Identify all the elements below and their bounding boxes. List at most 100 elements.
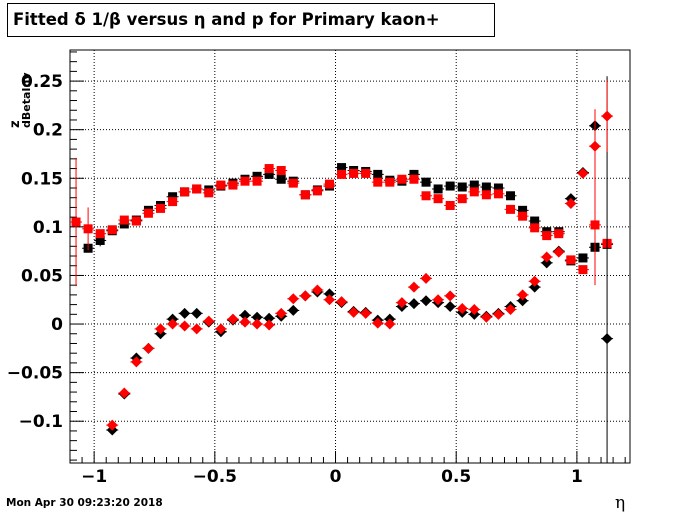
data-point-square — [445, 200, 455, 210]
series-1 — [70, 157, 614, 287]
data-point-diamond — [444, 301, 456, 313]
data-point-square — [107, 225, 117, 235]
data-point-diamond — [408, 281, 420, 293]
data-point-square — [433, 194, 443, 204]
data-point-diamond — [227, 313, 239, 325]
data-point-diamond — [118, 387, 130, 399]
data-point-square — [481, 182, 491, 192]
data-point-square — [361, 168, 371, 178]
data-point-diamond — [601, 333, 613, 345]
chart-title: Fitted δ 1/β versus η and p for Primary … — [7, 3, 495, 37]
data-point-diamond — [505, 303, 517, 315]
data-point-square — [337, 169, 347, 179]
data-point-diamond — [601, 110, 613, 122]
data-point-diamond — [456, 302, 468, 314]
data-point-square — [506, 204, 516, 214]
x-tick-label: 1 — [571, 467, 583, 487]
data-point-diamond — [480, 311, 492, 323]
data-point-square — [71, 217, 81, 227]
data-point-square — [457, 194, 467, 204]
data-point-square — [288, 178, 298, 188]
data-point-diamond — [384, 318, 396, 330]
data-point-diamond — [155, 323, 167, 335]
data-point-square — [95, 235, 105, 245]
data-point-diamond — [311, 284, 323, 296]
data-point-square — [300, 190, 310, 200]
data-point-diamond — [287, 293, 299, 305]
data-point-diamond — [360, 307, 372, 319]
data-point-diamond — [251, 318, 263, 330]
data-point-square — [119, 215, 129, 225]
data-point-square — [240, 176, 250, 186]
data-point-square — [542, 231, 552, 241]
y-tick-label: −0.05 — [7, 364, 63, 384]
data-point-diamond — [517, 289, 529, 301]
data-point-diamond — [142, 342, 154, 354]
data-point-diamond — [191, 307, 203, 319]
data-point-square — [131, 216, 141, 226]
data-point-square — [192, 184, 202, 194]
data-point-diamond — [541, 257, 553, 269]
data-point-diamond — [167, 318, 179, 330]
data-point-diamond — [432, 294, 444, 306]
data-point-square — [349, 168, 359, 178]
data-point-square — [156, 203, 166, 213]
data-point-square — [518, 205, 528, 215]
data-point-square — [578, 265, 588, 275]
data-point-square — [530, 223, 540, 233]
data-point-square — [481, 190, 491, 200]
data-point-square — [95, 229, 105, 239]
data-point-square — [518, 211, 528, 221]
data-point-square — [578, 253, 588, 263]
data-point-diamond — [372, 317, 384, 329]
x-tick-label: −1 — [81, 467, 107, 487]
data-point-square — [506, 191, 516, 201]
y-tick-label: −0.1 — [19, 412, 63, 432]
data-point-diamond — [263, 319, 275, 331]
y-tick-label: 0.1 — [33, 218, 63, 238]
data-point-square — [469, 187, 479, 197]
y-tick-label: 0.2 — [33, 121, 63, 141]
data-point-diamond — [444, 290, 456, 302]
data-point-square — [433, 184, 443, 194]
data-point-square — [264, 169, 274, 179]
data-point-square — [445, 181, 455, 191]
data-point-square — [276, 165, 286, 175]
timestamp-footer: Mon Apr 30 09:23:20 2018 — [6, 497, 163, 509]
data-point-diamond — [323, 288, 335, 300]
data-point-square — [143, 208, 153, 218]
data-point-diamond — [299, 290, 311, 302]
x-tick-label: 0.5 — [441, 467, 471, 487]
data-point-diamond — [565, 198, 577, 210]
data-point-diamond — [348, 306, 360, 318]
x-tick-label: 0 — [330, 467, 342, 487]
data-point-square — [168, 197, 178, 207]
data-point-square — [373, 177, 383, 187]
y-axis-label: z dBetaInv — [8, 70, 33, 130]
data-point-diamond — [263, 312, 275, 324]
data-point-square — [168, 192, 178, 202]
series-0 — [82, 163, 614, 266]
y-tick-label: 0.15 — [21, 169, 63, 189]
data-point-square — [204, 188, 214, 198]
data-point-square — [83, 224, 93, 234]
data-point-diamond — [541, 251, 553, 263]
data-point-diamond — [336, 296, 348, 308]
data-point-diamond — [420, 272, 432, 284]
data-point-diamond — [517, 295, 529, 307]
data-point-diamond — [191, 323, 203, 335]
data-point-square — [554, 229, 564, 239]
x-axis-label: η — [615, 493, 626, 513]
data-point-square — [409, 169, 419, 179]
y-tick-label: 0 — [51, 315, 63, 335]
data-point-square — [373, 169, 383, 179]
series-3 — [106, 80, 614, 431]
data-point-diamond — [577, 167, 589, 179]
data-point-square — [566, 255, 576, 265]
y-tick-label: 0.25 — [21, 72, 63, 92]
data-point-diamond — [215, 323, 227, 335]
data-point-square — [324, 179, 334, 189]
data-point-diamond — [396, 297, 408, 309]
data-point-square — [276, 174, 286, 184]
